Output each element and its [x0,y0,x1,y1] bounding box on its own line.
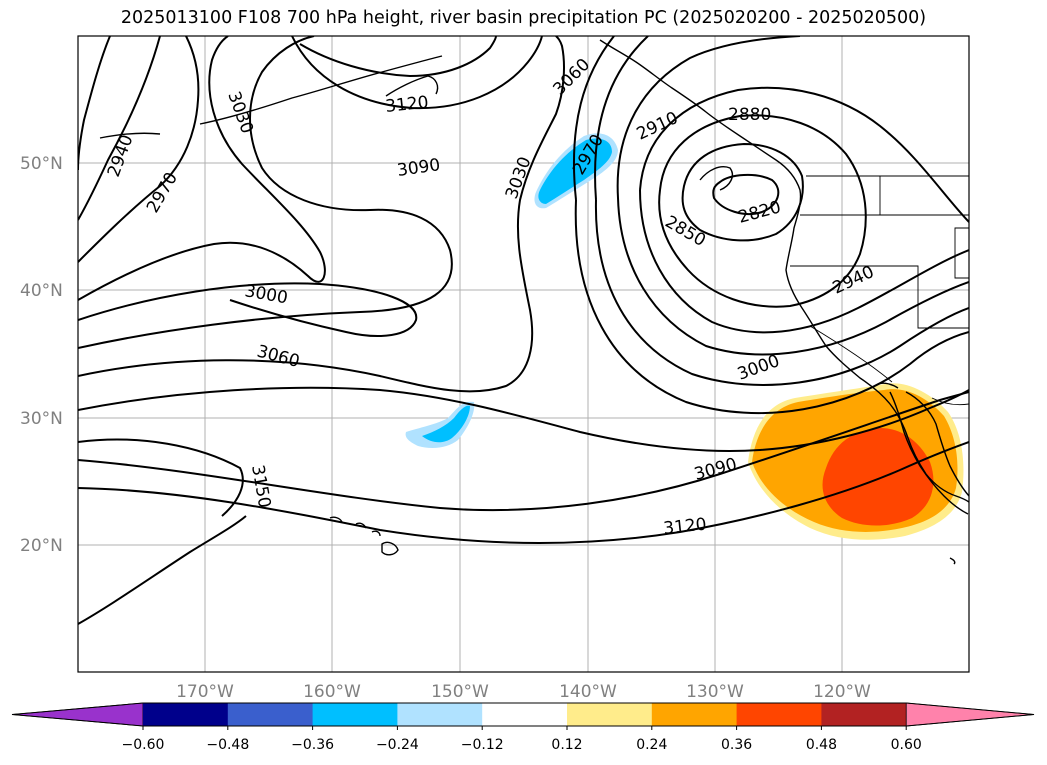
lon-label: 160°W [303,682,361,702]
colorbar-tick-label: −0.36 [291,737,334,753]
lon-label: 150°W [431,682,489,702]
colorbar-tick-label: −0.48 [206,737,249,753]
lat-label: 40°N [20,281,63,301]
latitude-labels: 50°N 40°N 30°N 20°N [20,154,63,556]
contour-label: 3120 [384,93,429,117]
colorbar-bin [227,703,314,726]
map-panel: 2820 2850 2880 2910 2940 2940 2970 2970 … [78,36,969,672]
lat-label: 20°N [20,536,63,556]
colorbar-tick-label: 0.36 [721,737,752,753]
colorbar-tick-label: 0.24 [636,737,667,753]
colorbar-bin [567,703,653,726]
colorbar-tick-label: 0.60 [891,737,922,753]
colorbar-tick-label: −0.12 [461,737,504,753]
colorbar-bin [312,703,398,726]
lon-label: 120°W [813,682,871,702]
lon-label: 140°W [559,682,617,702]
map-title: 2025013100 F108 700 hPa height, river ba… [120,8,927,28]
lat-label: 50°N [20,154,63,174]
precip-negative-anomaly [405,133,618,448]
colorbar-tick-label: −0.24 [376,737,419,753]
colorbar-bin [651,703,738,726]
colorbar-bin [143,703,229,726]
colorbar-tick-label: 0.48 [806,737,837,753]
lon-label: 130°W [686,682,744,702]
height-contours [78,36,969,625]
lat-label: 30°N [20,409,63,429]
contour-label: 3120 [662,515,707,539]
lon-label: 170°W [176,682,234,702]
colorbar-bin [397,703,483,726]
map-frame [77,35,970,673]
colorbar-bin [821,703,907,726]
contour-label: 2880 [728,105,771,125]
colorbar-extend-low [11,702,144,727]
colorbar: −0.60 −0.48 −0.36 −0.24 −0.12 0.12 0.24 0.36 0.4… [11,702,1035,753]
colorbar-bin [482,703,568,726]
colorbar-extend-high [905,702,1035,727]
longitude-labels: 170°W 160°W 150°W 140°W 130°W 120°W [176,682,871,702]
colorbar-tick-label: −0.60 [122,737,165,753]
precip-positive-anomaly [748,383,964,540]
colorbar-tick-label: 0.12 [551,737,582,753]
colorbar-bin [736,703,822,726]
